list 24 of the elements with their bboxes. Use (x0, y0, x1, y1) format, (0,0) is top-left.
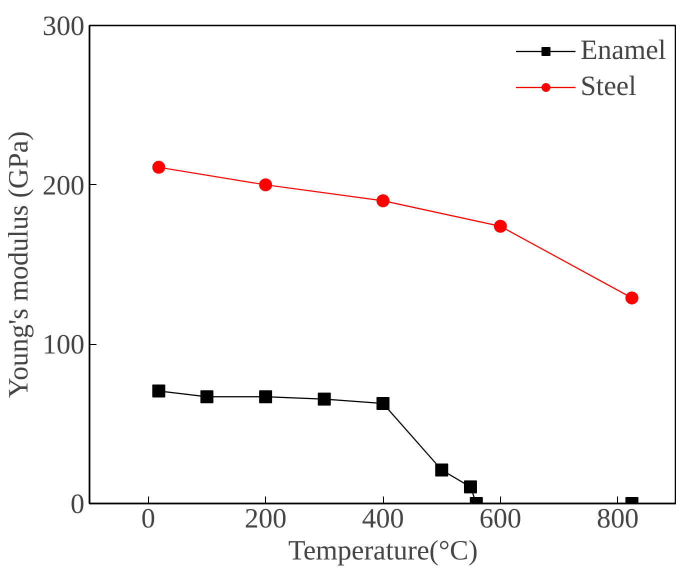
point (259, 178, 272, 192)
point (435, 464, 448, 477)
point (152, 160, 166, 174)
point (494, 220, 507, 233)
x-tick-label: 0 (141, 504, 156, 534)
point (318, 392, 331, 406)
x-tick-label: 200 (244, 504, 287, 534)
y-tick-label: 100 (42, 330, 84, 361)
point (464, 480, 477, 494)
point (376, 194, 390, 208)
legend-label: Enamel (580, 35, 666, 67)
point (625, 291, 638, 304)
x-tick-label: 600 (479, 504, 522, 534)
y-tick-label: 200 (42, 170, 84, 202)
point (376, 396, 390, 410)
point (200, 390, 214, 404)
x-axis-title: Temperature(°C) (288, 536, 478, 566)
point (152, 384, 166, 398)
x-tick-label: 400 (362, 504, 404, 534)
y-tick-label: 300 (42, 11, 84, 42)
point (259, 390, 272, 404)
legend-label: Steel (580, 71, 636, 103)
y-axis-title: Young's modulus (GPa) (4, 131, 34, 398)
x-tick-label: 800 (596, 504, 639, 534)
